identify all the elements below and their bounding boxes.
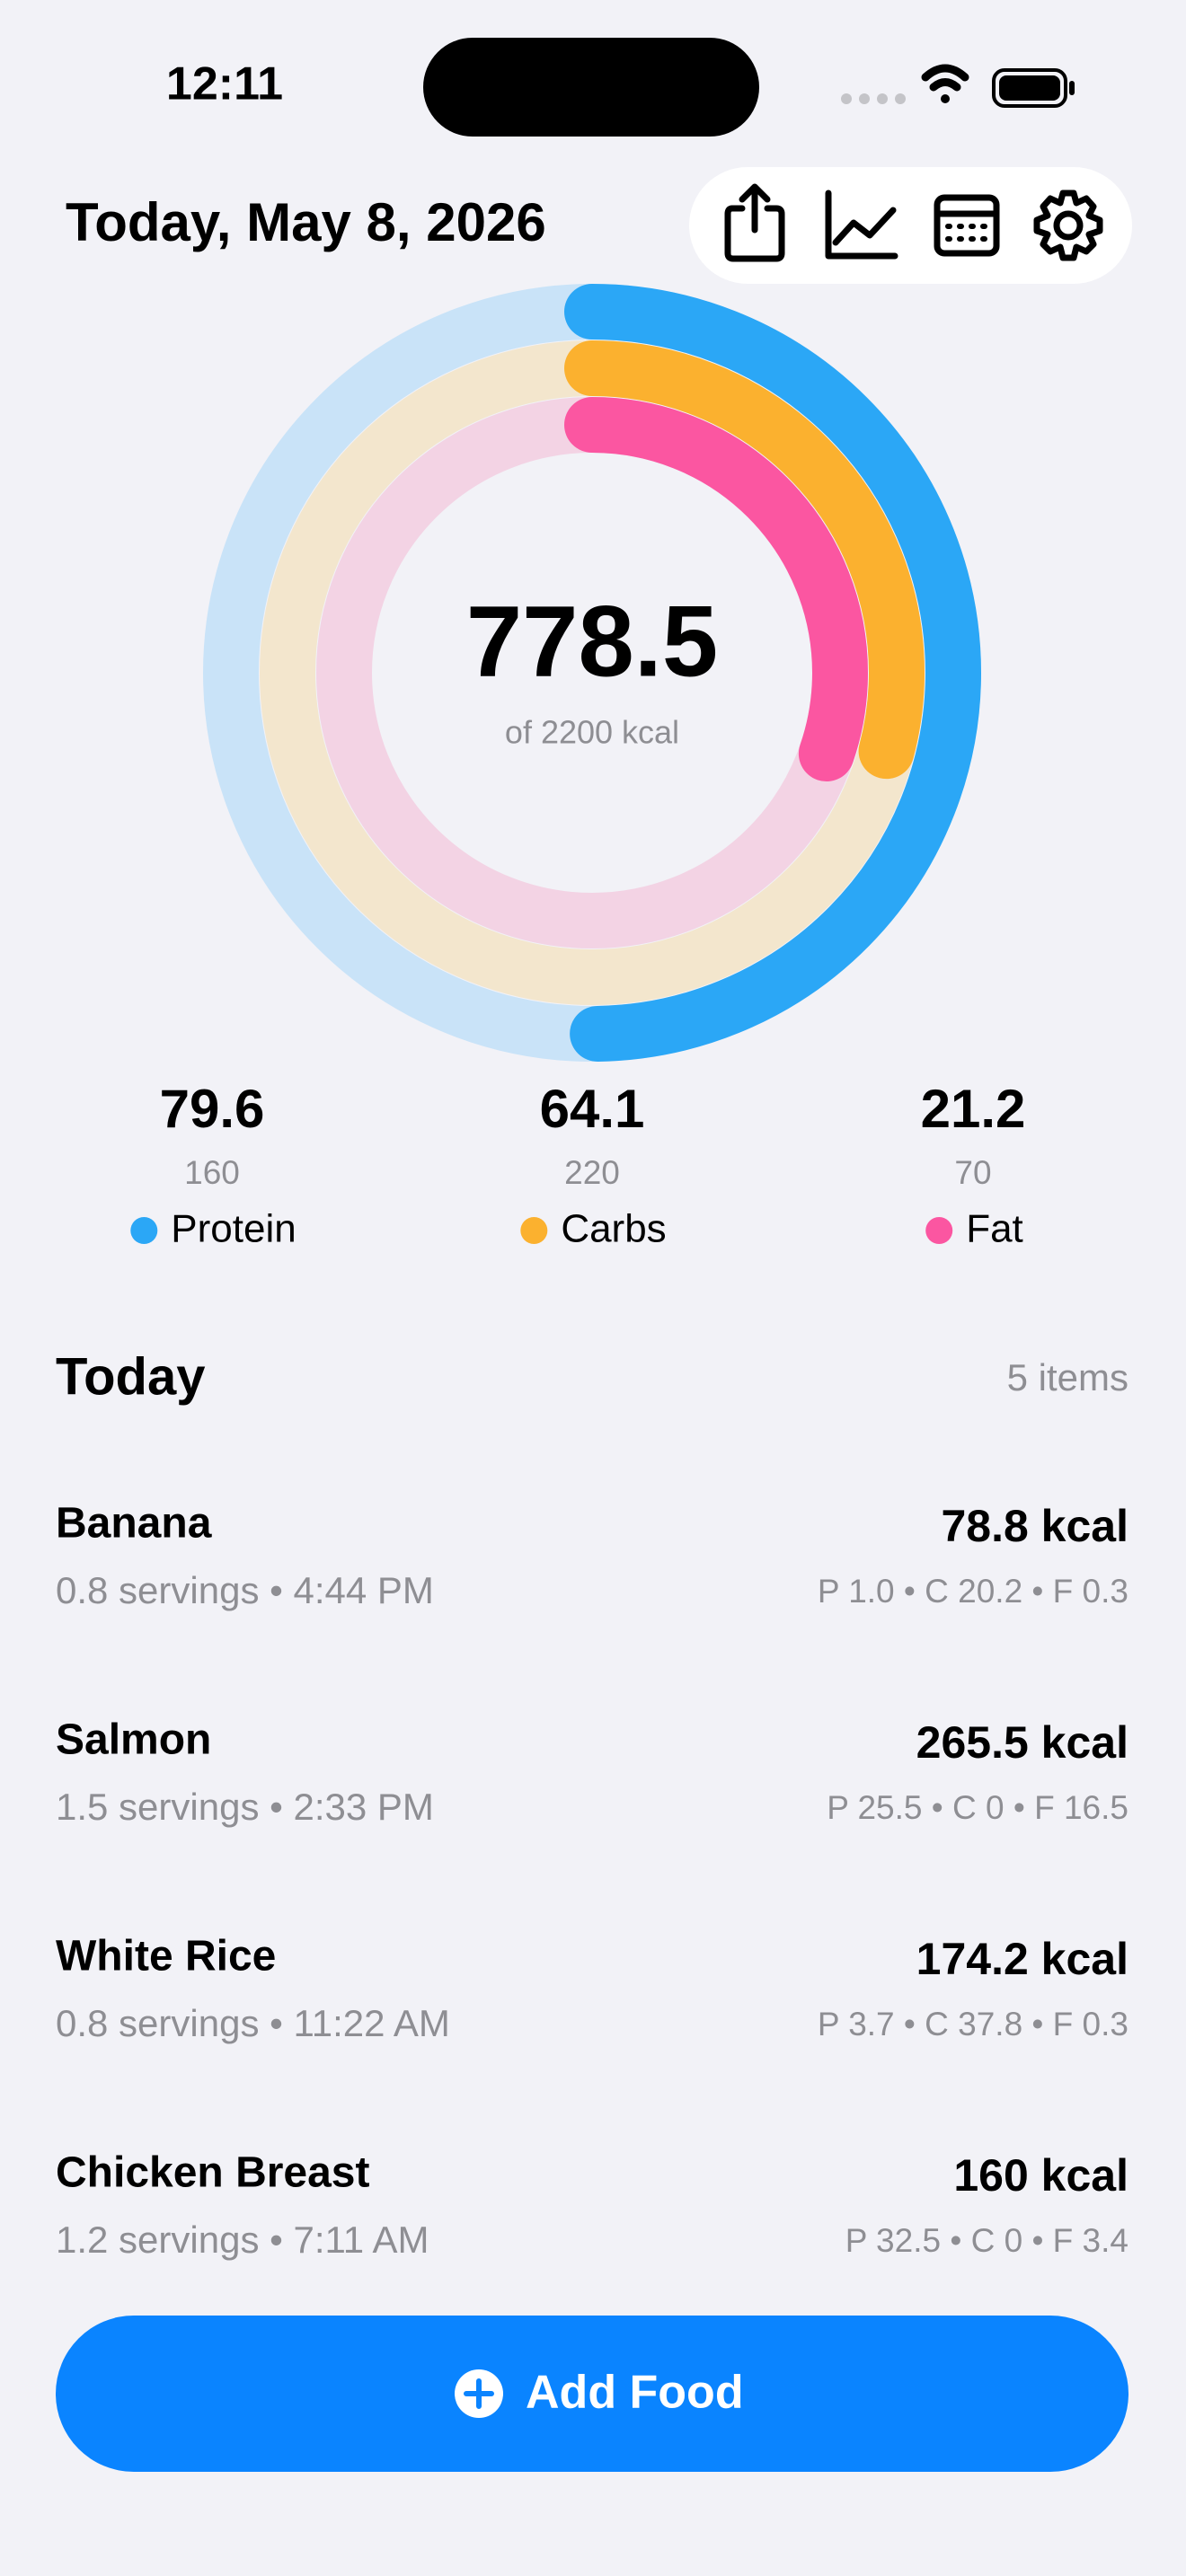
signal [841, 93, 906, 104]
dynamic-island [423, 38, 759, 137]
calories-value: 778.5 [466, 586, 718, 698]
toolbar-bg [689, 167, 1132, 284]
food-name: White Rice [56, 1933, 276, 1981]
food-macros: P 25.5 • C 0 • F 16.5 [827, 1789, 1128, 1826]
food-detail: 1.2 servings • 7:11 AM [56, 2219, 429, 2261]
food-kcal: 174.2 kcal [916, 1934, 1128, 1984]
log-count: 5 items [1007, 1356, 1128, 1398]
food-macros: P 1.0 • C 20.2 • F 0.3 [818, 1573, 1128, 1610]
food-detail: 0.8 servings • 11:22 AM [56, 2002, 450, 2044]
plus-sign [464, 2378, 494, 2409]
food-detail: 0.8 servings • 4:44 PM [56, 1569, 434, 1611]
ring-progress [260, 340, 925, 1005]
share-button[interactable] [724, 183, 785, 262]
food-kcal: 160 kcal [953, 2150, 1128, 2201]
macro-dot [925, 1217, 953, 1244]
ring-progress [203, 284, 981, 1062]
food-name: Salmon [56, 1716, 211, 1764]
calories-goal: of 2200 kcal [505, 714, 679, 751]
toolbar [689, 167, 1132, 284]
macro-name: Protein [171, 1207, 296, 1251]
macro-name: Carbs [561, 1207, 666, 1251]
macro-goal: 220 [564, 1154, 620, 1191]
macro-dot [130, 1217, 158, 1244]
food-kcal: 265.5 kcal [916, 1717, 1128, 1768]
macro-dot [520, 1217, 548, 1244]
button-bg [56, 2316, 1128, 2472]
macro-value: 64.1 [540, 1079, 645, 1139]
ring-progress [316, 397, 868, 948]
macro-value: 21.2 [921, 1079, 1026, 1139]
calendar-button[interactable] [934, 194, 1000, 257]
wifi [921, 64, 969, 103]
macro-summary: 79.6 160 Protein 64.1 220 Carbs 21.2 70 Fat [130, 1079, 1025, 1251]
log-title: Today [56, 1347, 206, 1406]
food-detail: 1.5 servings • 2:33 PM [56, 1786, 434, 1828]
food-list: Banana 0.8 servings • 4:44 PM 78.8 kcal P 1… [56, 1500, 1128, 2261]
page-title: Today, May 8, 2026 [66, 192, 546, 252]
food-macros: P 32.5 • C 0 • F 3.4 [845, 2222, 1128, 2259]
food-macros: P 3.7 • C 37.8 • F 0.3 [818, 2006, 1128, 2042]
add-food-button[interactable]: Add Food [56, 2316, 1128, 2472]
button-label: Add Food [526, 2367, 744, 2419]
food-name: Chicken Breast [56, 2149, 369, 2197]
stats-button[interactable] [825, 190, 898, 260]
macro-name: Fat [966, 1207, 1023, 1251]
macro-value: 79.6 [160, 1079, 265, 1139]
macro-goal: 70 [954, 1154, 991, 1191]
macro-goal: 160 [184, 1154, 240, 1191]
macro-rings [203, 284, 981, 1062]
status-time: 12:11 [166, 58, 283, 110]
settings-button[interactable] [1033, 190, 1103, 261]
food-kcal: 78.8 kcal [941, 1501, 1128, 1551]
battery [992, 68, 1075, 108]
food-name: Banana [56, 1500, 212, 1548]
